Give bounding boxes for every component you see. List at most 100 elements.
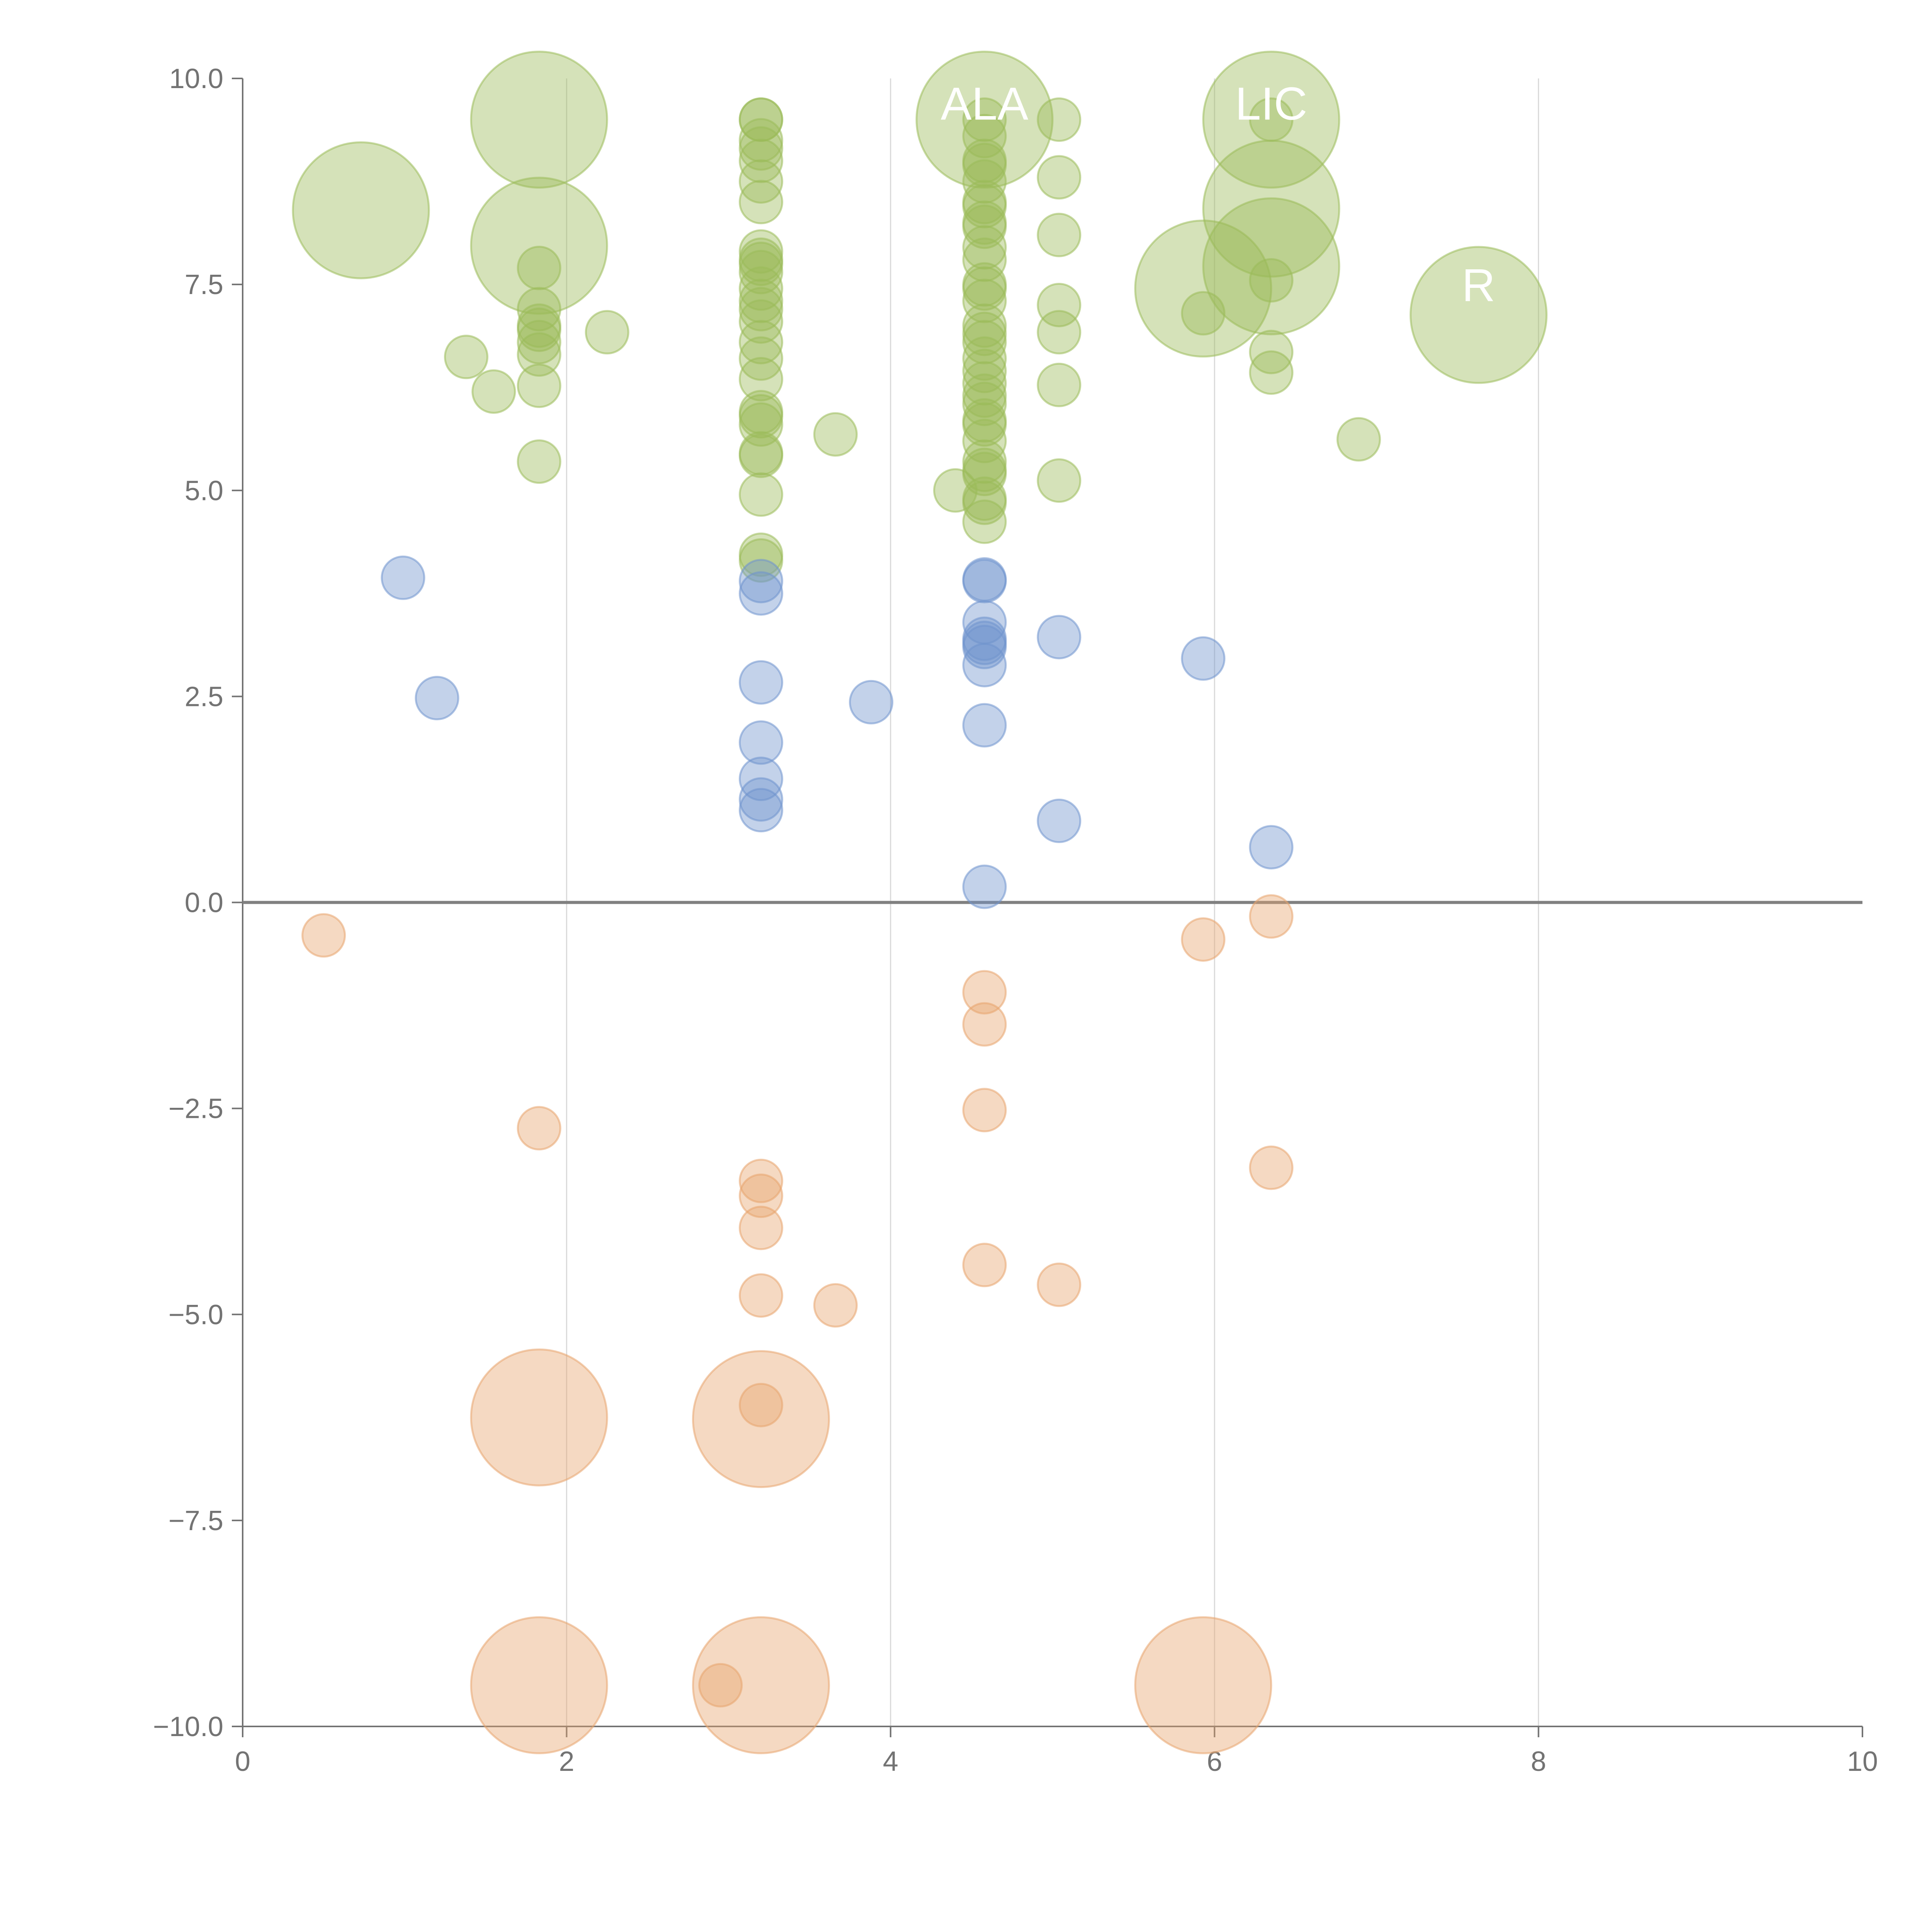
bubble-point [1202,51,1340,189]
bubble-point [444,335,488,379]
bubble-point [1037,213,1082,257]
bubble-point [1336,417,1381,462]
y-tick-label: −2.5 [168,1094,223,1124]
bubble-point [738,720,783,765]
bubble-point [470,51,608,189]
bubble-point [1181,636,1226,681]
bubble-point [1181,917,1226,962]
bubble-point [962,336,1007,381]
x-tick-label: 4 [883,1746,898,1777]
x-tick-label: 10 [1847,1746,1878,1777]
annotation-layer: ALA LIC R [941,78,1495,311]
bubble-point [1037,362,1082,407]
bubble-point [738,357,783,401]
bubble-point [470,177,608,315]
bubble-point [1249,1145,1294,1190]
bubble-point [962,266,1007,311]
bubble-point [962,703,1007,748]
bubble-point [517,307,561,352]
bubble-point [738,180,783,224]
bubble-point [1134,1616,1272,1754]
bubble-point [1202,197,1340,335]
bubble-point [962,349,1007,393]
bubble-point [1037,97,1082,142]
bubble-point [517,332,561,377]
bubble-point [692,1616,830,1754]
bubble-point [813,412,858,457]
bubble-point [962,624,1007,669]
bubble-point [470,1616,608,1754]
bubble-point [962,1002,1007,1047]
bubble-point [381,555,425,600]
bubble-point [1134,219,1272,358]
bubble-point [1037,155,1082,200]
bubble-point [1249,258,1294,303]
bubble-label: ALA [941,78,1029,130]
bubble-point [517,363,561,408]
bubble-point [738,1383,783,1427]
bubble-point [517,245,561,290]
bubble-point [962,143,1007,187]
bubble-point [738,320,783,364]
series-positive-high [292,51,1548,583]
bubble-point [738,472,783,517]
bubble-point [1037,282,1082,327]
bubble-point [470,1348,608,1486]
bubble-point [1037,310,1082,355]
bubble-point [933,468,978,513]
y-tick-label: 2.5 [185,681,223,712]
bubble-point [517,439,561,484]
bubble-point [738,1158,783,1203]
bubble-point [738,788,783,833]
bubble-point [692,1350,830,1488]
y-tick-label: −5.0 [168,1299,223,1330]
bubble-point [962,499,1007,544]
bubble-point [962,1243,1007,1287]
x-tick-label: 2 [559,1746,574,1777]
bubble-point [915,51,1054,189]
bubble-point [738,126,783,171]
bubble-point [1037,615,1082,660]
bubble-point [1249,350,1294,395]
bubble-point [415,676,459,721]
x-tick-label: 0 [235,1746,250,1777]
series-negative [301,894,1294,1754]
series-positive-low [381,555,1294,909]
bubble-point [301,913,346,958]
bubble-point [962,643,1007,687]
bubble-point [962,402,1007,447]
bubble-point [738,1273,783,1318]
x-tick-label: 8 [1531,1746,1546,1777]
bubble-point [1037,1262,1082,1307]
bubble-point [849,680,893,724]
bubble-point [517,1106,561,1151]
bubble-point [1202,139,1340,278]
bubble-point [738,434,783,478]
bubble-layer [292,51,1548,1754]
bubble-point [962,97,1007,142]
bubble-point [962,480,1007,525]
bubble-point [738,1173,783,1218]
bubble-point [962,225,1007,270]
bubble-point [292,141,430,279]
y-tick-label: 7.5 [185,269,223,300]
y-tick-label: 10.0 [169,63,223,94]
bubble-point [738,559,783,604]
bubble-point [738,660,783,705]
y-tick-label: 5.0 [185,475,223,506]
bubble-point [1409,246,1548,384]
bubble-point [698,1663,743,1708]
bubble-point [1249,894,1294,939]
bubble-point [517,320,561,364]
bubble-point [962,279,1007,323]
bubble-point [738,1206,783,1250]
bubble-point [1249,825,1294,870]
bubble-point [1037,798,1082,843]
bubble-point [1037,458,1082,503]
bubble-point [962,559,1007,604]
y-tick-label: −7.5 [168,1505,223,1536]
bubble-point [962,1088,1007,1133]
bubble-point [738,777,783,822]
